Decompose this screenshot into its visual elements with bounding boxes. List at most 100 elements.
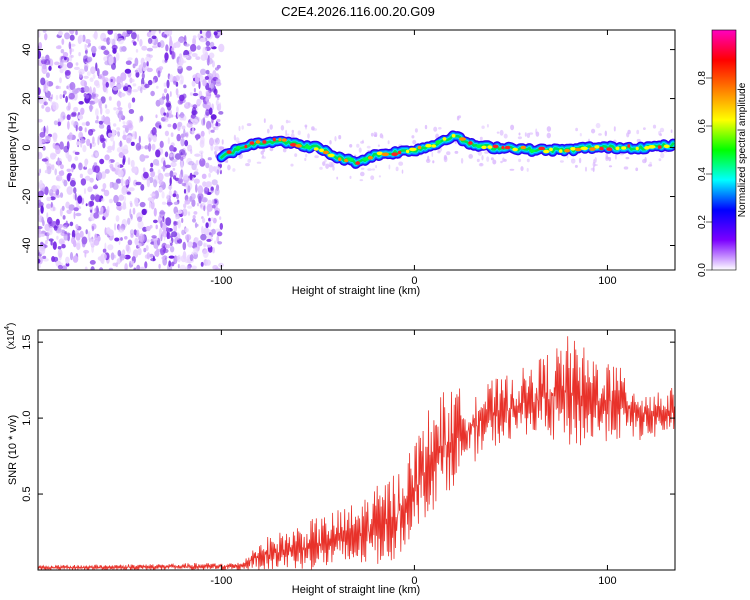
noise-speckle — [187, 241, 193, 248]
noise-speckle — [104, 154, 110, 161]
noise-speckle — [499, 129, 504, 136]
noise-speckle — [77, 114, 84, 120]
noise-speckle — [59, 192, 64, 198]
noise-speckle — [329, 140, 332, 145]
noise-speckle — [38, 118, 43, 123]
noise-speckle — [113, 107, 117, 111]
ridge-peak — [451, 133, 456, 138]
noise-speckle — [87, 186, 93, 193]
exponent-base: (x10 — [6, 329, 17, 349]
noise-speckle — [245, 163, 250, 167]
noise-speckle — [199, 150, 204, 154]
noise-speckle — [90, 266, 95, 270]
noise-speckle — [398, 161, 404, 166]
noise-speckle — [80, 140, 83, 148]
noise-speckle — [146, 67, 153, 73]
noise-speckle — [115, 178, 122, 184]
noise-speckle — [187, 211, 191, 216]
noise-speckle — [206, 203, 213, 212]
noise-speckle — [205, 259, 211, 266]
noise-speckle — [338, 135, 342, 140]
noise-speckle — [88, 200, 93, 208]
noise-speckle — [546, 126, 552, 132]
noise-speckle — [177, 177, 183, 184]
noise-speckle — [146, 47, 153, 52]
noise-speckle — [75, 124, 78, 132]
noise-speckle — [211, 204, 216, 209]
noise-speckle — [54, 185, 61, 190]
noise-speckle — [126, 191, 131, 195]
noise-speckle — [116, 258, 121, 265]
noise-speckle — [59, 117, 63, 123]
noise-speckle — [263, 118, 266, 123]
ridge-peak — [564, 148, 570, 153]
noise-speckle — [192, 92, 199, 97]
noise-speckle — [141, 72, 145, 80]
y-tick-label: 20 — [21, 92, 33, 104]
ridge-peak — [431, 144, 437, 148]
noise-speckle — [164, 244, 171, 249]
noise-speckle — [269, 124, 273, 130]
noise-speckle — [205, 69, 210, 75]
x-axis-ticks: -100 0 100 — [210, 330, 617, 587]
ridge-peak — [468, 141, 473, 145]
noise-speckle — [178, 37, 185, 44]
noise-speckle — [118, 90, 121, 98]
noise-speckle — [71, 167, 74, 173]
colorbar-tick-label: 0.0 — [697, 263, 708, 277]
ridge-peak — [278, 137, 282, 142]
noise-speckle — [92, 136, 95, 144]
y-tick-label: 1.5 — [21, 335, 33, 350]
noise-speckle — [595, 122, 601, 129]
snr-line — [38, 336, 675, 570]
noise-speckle — [57, 121, 62, 127]
noise-speckle — [112, 262, 117, 267]
noise-speckle — [158, 187, 163, 193]
noise-speckle — [526, 132, 531, 138]
noise-speckle — [208, 165, 214, 173]
noise-speckle — [87, 231, 90, 241]
noise-speckle — [141, 77, 145, 86]
noise-speckle — [142, 61, 147, 68]
noise-speckle — [179, 156, 184, 161]
noise-speckle — [65, 201, 70, 209]
noise-speckle — [117, 169, 124, 178]
noise-speckle — [62, 94, 65, 99]
noise-speckle — [169, 153, 173, 158]
ridge-peak — [235, 145, 241, 150]
noise-speckle — [91, 45, 97, 54]
noise-speckle — [336, 176, 339, 180]
noise-speckle — [103, 50, 110, 56]
noise-speckle — [116, 100, 121, 108]
noise-speckle — [144, 83, 150, 89]
ridge-peak — [397, 150, 402, 155]
noise-speckle — [490, 157, 494, 161]
noise-speckle — [484, 151, 489, 154]
noise-speckle — [155, 248, 160, 258]
noise-speckle — [215, 99, 219, 107]
x-tick-label: -100 — [210, 575, 232, 587]
noise-speckle — [256, 161, 262, 164]
noise-speckle — [63, 145, 69, 153]
noise-speckle — [269, 147, 274, 152]
noise-speckle — [193, 171, 199, 176]
noise-speckle — [41, 56, 45, 61]
noise-speckle — [127, 57, 133, 61]
noise-speckle — [57, 246, 62, 250]
noise-speckle — [191, 53, 198, 57]
noise-speckle — [78, 162, 83, 171]
noise-speckle — [214, 187, 220, 196]
noise-speckle — [127, 217, 131, 225]
noise-speckle — [73, 211, 76, 220]
noise-speckle — [210, 129, 215, 133]
noise-speckle — [182, 54, 189, 58]
noise-speckle — [206, 57, 213, 65]
noise-speckle — [135, 71, 140, 78]
noise-speckle — [150, 162, 154, 168]
noise-speckle — [189, 92, 193, 96]
noise-speckle — [208, 232, 212, 236]
noise-speckle — [172, 150, 176, 158]
noise-speckle — [203, 116, 206, 126]
noise-speckle — [187, 265, 191, 270]
noise-speckle — [68, 41, 72, 50]
